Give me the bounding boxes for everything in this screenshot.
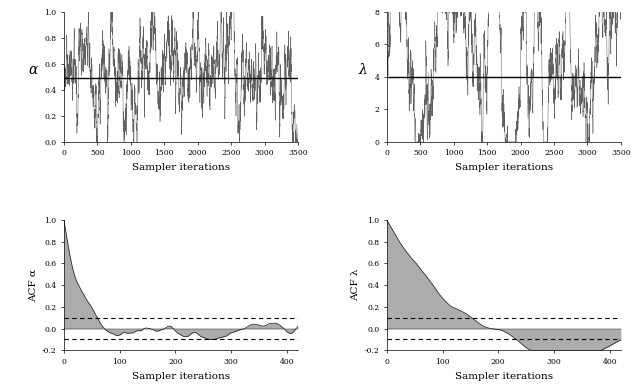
X-axis label: Sampler iterations: Sampler iterations: [132, 163, 230, 172]
Y-axis label: ACF λ: ACF λ: [351, 269, 360, 301]
X-axis label: Sampler iterations: Sampler iterations: [455, 163, 553, 172]
X-axis label: Sampler iterations: Sampler iterations: [455, 372, 553, 380]
Y-axis label: λ: λ: [359, 63, 367, 77]
Y-axis label: α: α: [28, 63, 38, 77]
X-axis label: Sampler iterations: Sampler iterations: [132, 372, 230, 380]
Y-axis label: ACF α: ACF α: [28, 269, 38, 301]
